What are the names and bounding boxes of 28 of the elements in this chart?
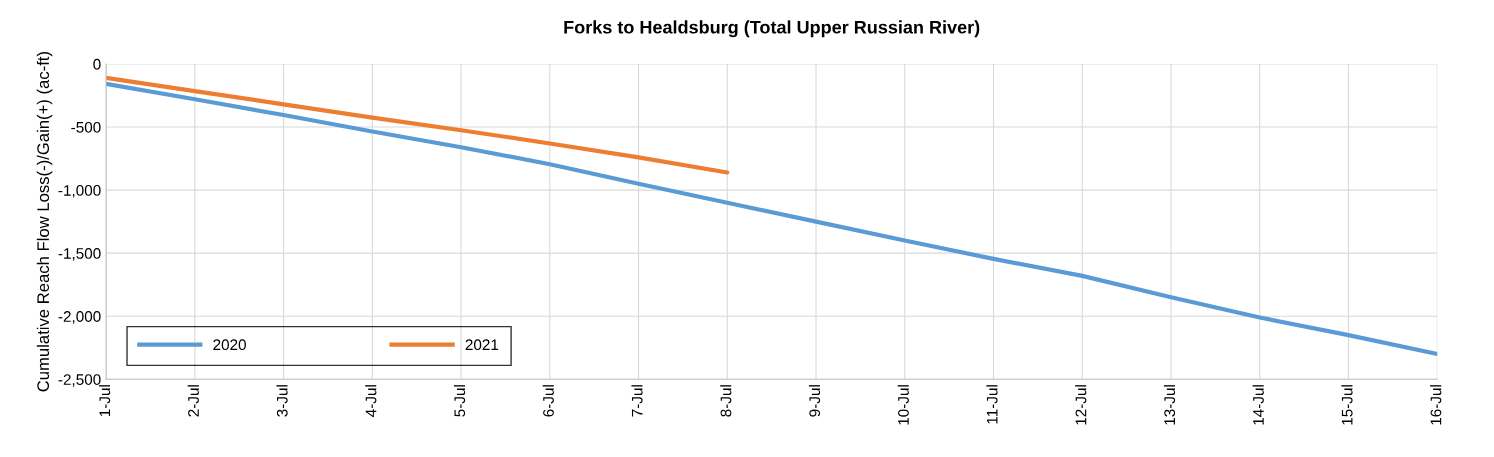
y-tick-label: -2,000 xyxy=(58,311,101,324)
x-tick-label: 4-Jul xyxy=(365,385,377,417)
line-series xyxy=(106,75,730,175)
chart-title: Forks to Healdsburg (Total Upper Russian River) xyxy=(564,20,980,38)
x-tick-label: 13-Jul xyxy=(1163,385,1176,425)
x-tick-label: 9-Jul xyxy=(808,385,821,417)
x-tick-label: 1-Jul xyxy=(98,385,111,417)
x-tick-label: 2-Jul xyxy=(187,385,199,417)
legend-label: 2021 xyxy=(465,339,499,351)
y-tick-label: -1,500 xyxy=(58,248,101,261)
x-tick-label: 16-Jul xyxy=(1430,385,1442,425)
x-tick-label: 7-Jul xyxy=(631,385,643,417)
x-tick-label: 6-Jul xyxy=(542,385,554,417)
x-tick-label: 3-Jul xyxy=(276,385,288,417)
x-tick-label: 11-Jul xyxy=(986,385,998,424)
x-tick-label: 5-Jul xyxy=(453,385,466,417)
y-axis-title: Cumulative Reach Flow Loss(-)/Gain(+) (ac-ft) xyxy=(36,52,53,392)
y-tick-label: -1,000 xyxy=(58,184,101,198)
x-tick-label: 10-Jul xyxy=(897,385,909,425)
x-tick-label: 12-Jul xyxy=(1075,385,1087,425)
x-tick-label: 14-Jul xyxy=(1252,385,1264,425)
y-tick-label: -500 xyxy=(71,121,101,133)
x-tick-label: 8-Jul xyxy=(720,385,732,417)
line-series xyxy=(106,81,1438,357)
y-tick-label: 0 xyxy=(93,58,101,70)
y-tick-label: -2,500 xyxy=(58,374,101,387)
legend-label: 2020 xyxy=(213,339,246,351)
x-tick-label: 15-Jul xyxy=(1341,385,1353,425)
